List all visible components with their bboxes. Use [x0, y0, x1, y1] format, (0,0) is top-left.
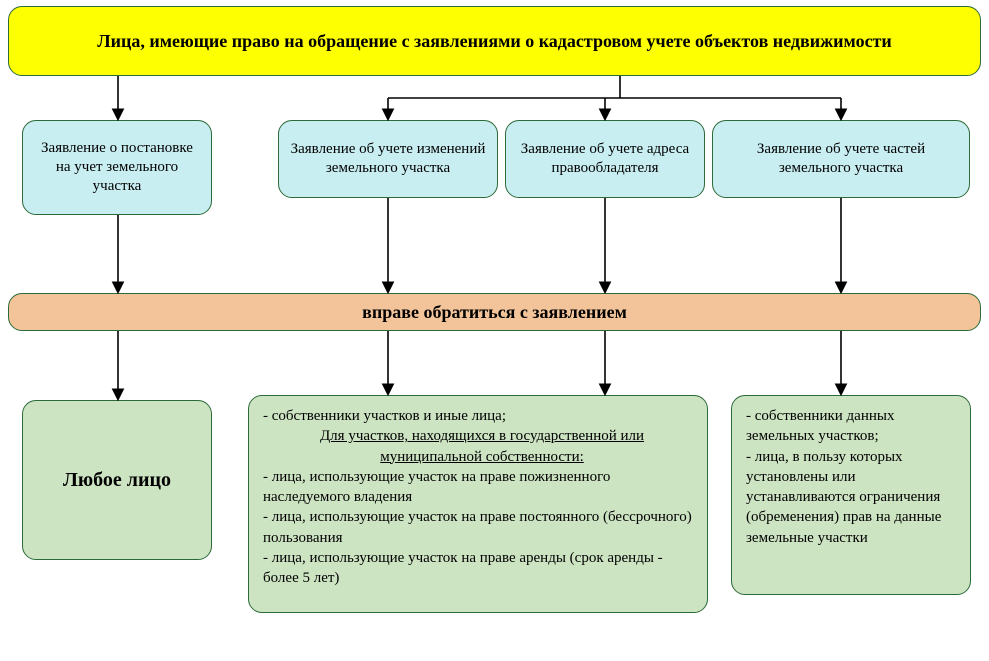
- leaf-line: - собственники данных земельных участков…: [746, 406, 956, 447]
- leaf-line: Для участков, находящихся в государствен…: [263, 426, 693, 467]
- application-4-text: Заявление об учете частей земельного уча…: [723, 140, 959, 178]
- application-3-text: Заявление об учете адреса правообладател…: [516, 140, 694, 178]
- application-box-2: Заявление об учете изменений земельного …: [278, 120, 498, 198]
- application-box-4: Заявление об учете частей земельного уча…: [712, 120, 970, 198]
- title-text: Лица, имеющие право на обращение с заявл…: [97, 30, 892, 53]
- application-1-text: Заявление о постановке на учет земельног…: [33, 139, 201, 195]
- leaf-box-3: - собственники данных земельных участков…: [731, 395, 971, 595]
- middle-bar-text: вправе обратиться с заявлением: [362, 301, 627, 324]
- leaf-line: - собственники участков и иные лица;: [263, 406, 693, 426]
- leaf-1-text: Любое лицо: [63, 468, 171, 493]
- title-box: Лица, имеющие право на обращение с заявл…: [8, 6, 981, 76]
- application-box-3: Заявление об учете адреса правообладател…: [505, 120, 705, 198]
- application-2-text: Заявление об учете изменений земельного …: [289, 140, 487, 178]
- leaf-box-1: Любое лицо: [22, 400, 212, 560]
- leaf-line: - лица, использующие участок на праве ар…: [263, 548, 693, 589]
- middle-bar: вправе обратиться с заявлением: [8, 293, 981, 331]
- leaf-line: - лица, использующие участок на праве по…: [263, 467, 693, 508]
- leaf-line: - лица, в пользу которых установлены или…: [746, 447, 956, 548]
- application-box-1: Заявление о постановке на учет земельног…: [22, 120, 212, 215]
- leaf-box-2: - собственники участков и иные лица;Для …: [248, 395, 708, 613]
- leaf-line: - лица, использующие участок на праве по…: [263, 507, 693, 548]
